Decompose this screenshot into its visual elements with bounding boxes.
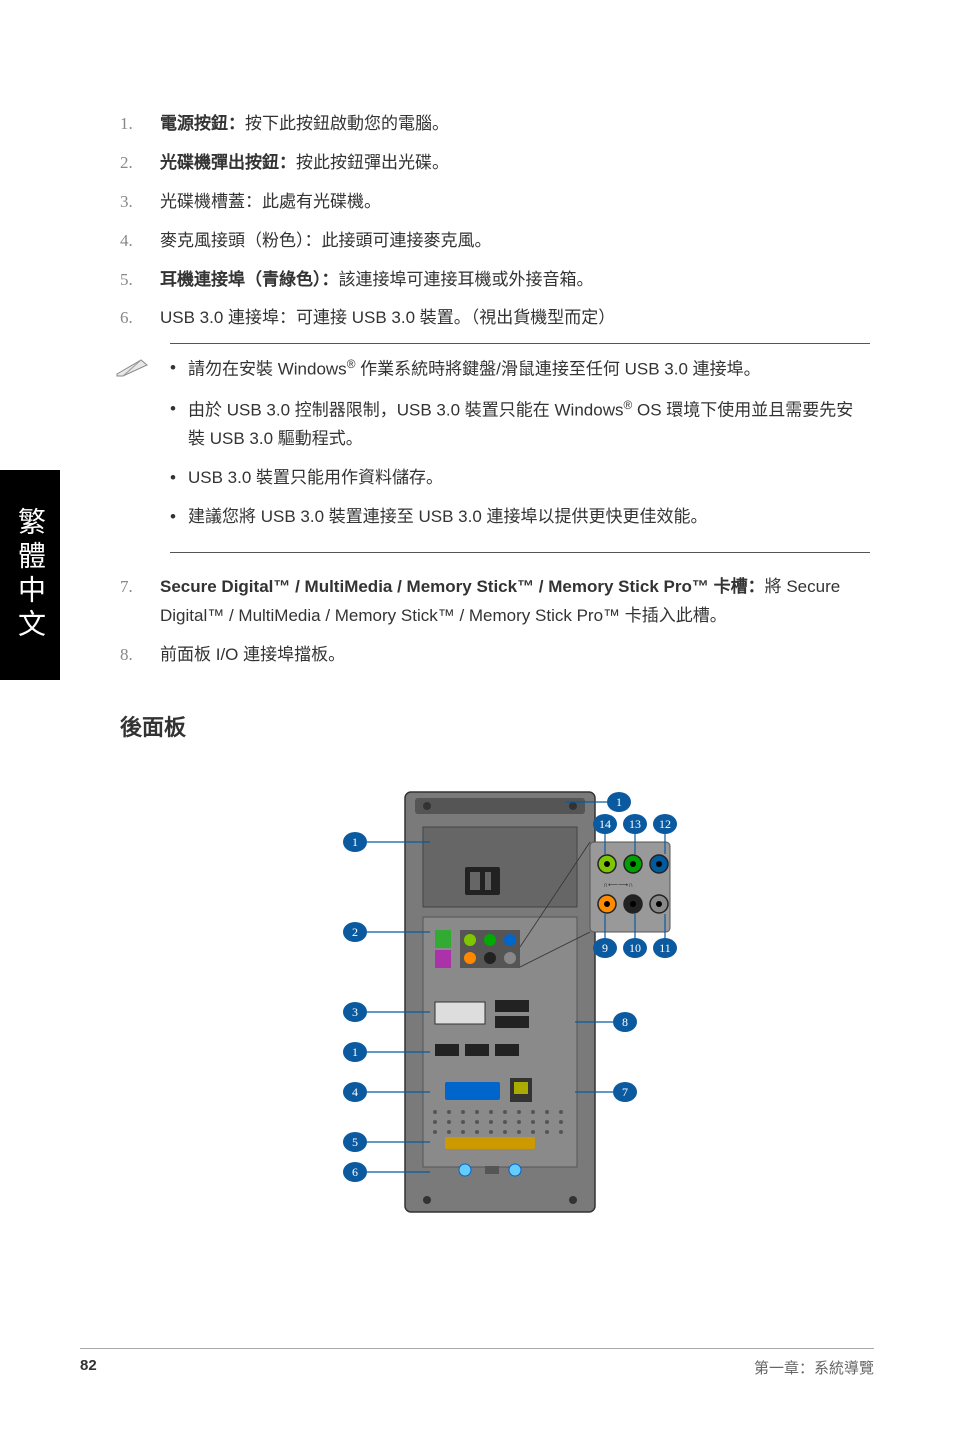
page-footer: 82 第一章：系統導覽 [80,1348,874,1378]
language-tab: 繁體中文 [0,470,60,680]
list-item: 1.電源按鈕：按下此按鈕啟動您的電腦。 [120,110,870,139]
list-item: 6.USB 3.0 連接埠：可連接 USB 3.0 裝置。（視出貨機型而定） [120,304,870,333]
registered-mark: ® [623,398,632,412]
svg-text:12: 12 [659,817,671,831]
svg-text:∩⟵⟶∩: ∩⟵⟶∩ [603,882,633,889]
numbered-list-1: 1.電源按鈕：按下此按鈕啟動您的電腦。2.光碟機彈出按鈕：按此按鈕彈出光碟。3.… [120,110,870,333]
list-number: 4. [120,227,160,256]
note-list: 請勿在安裝 Windows® 作業系統時將鍵盤/滑鼠連接至任何 USB 3.0 … [170,354,870,532]
rear-panel-svg: ∩⟵⟶∩123145687141312910111 [295,772,695,1232]
list-item: 4.麥克風接頭（粉色）：此接頭可連接麥克風。 [120,227,870,256]
note-item: 請勿在安裝 Windows® 作業系統時將鍵盤/滑鼠連接至任何 USB 3.0 … [170,354,870,385]
svg-text:7: 7 [622,1085,628,1099]
list-item: 8.前面板 I/O 連接埠擋板。 [120,641,870,670]
svg-text:8: 8 [622,1015,628,1029]
svg-text:1: 1 [352,1045,358,1059]
registered-mark: ® [347,357,356,371]
svg-text:6: 6 [352,1165,358,1179]
svg-text:5: 5 [352,1135,358,1149]
list-number: 7. [120,573,160,631]
svg-text:13: 13 [629,817,641,831]
list-text: 前面板 I/O 連接埠擋板。 [160,641,870,670]
list-text: 電源按鈕：按下此按鈕啟動您的電腦。 [160,110,870,139]
list-item: 7.Secure Digital™ / MultiMedia / Memory … [120,573,870,631]
list-text: 光碟機彈出按鈕：按此按鈕彈出光碟。 [160,149,870,178]
section-title-rear-panel: 後面板 [120,710,870,742]
label-bold: Secure Digital™ / MultiMedia / Memory St… [160,577,765,596]
numbered-list-2: 7.Secure Digital™ / MultiMedia / Memory … [120,573,870,670]
note-item: USB 3.0 裝置只能用作資料儲存。 [170,464,870,493]
list-number: 6. [120,304,160,333]
list-item: 5.耳機連接埠（青綠色）：該連接埠可連接耳機或外接音箱。 [120,266,870,295]
list-text: 光碟機槽蓋：此處有光碟機。 [160,188,870,217]
page-content: 1.電源按鈕：按下此按鈕啟動您的電腦。2.光碟機彈出按鈕：按此按鈕彈出光碟。3.… [120,110,870,1232]
svg-text:2: 2 [352,925,358,939]
pencil-icon [115,358,151,378]
svg-text:11: 11 [659,941,671,955]
svg-text:1: 1 [352,835,358,849]
label-bold: 電源按鈕： [160,114,245,133]
list-text: 麥克風接頭（粉色）：此接頭可連接麥克風。 [160,227,870,256]
rear-panel-diagram: ∩⟵⟶∩123145687141312910111 [120,772,870,1232]
list-item: 3.光碟機槽蓋：此處有光碟機。 [120,188,870,217]
note-item: 建議您將 USB 3.0 裝置連接至 USB 3.0 連接埠以提供更快更佳效能。 [170,503,870,532]
svg-text:4: 4 [352,1085,358,1099]
page-number: 82 [80,1357,97,1378]
label-bold: 光碟機彈出按鈕： [160,153,296,172]
list-number: 2. [120,149,160,178]
chapter-label: 第一章：系統導覽 [754,1357,874,1378]
list-number: 3. [120,188,160,217]
note-item: 由於 USB 3.0 控制器限制，USB 3.0 裝置只能在 Windows® … [170,395,870,454]
list-number: 1. [120,110,160,139]
list-number: 5. [120,266,160,295]
note-box: 請勿在安裝 Windows® 作業系統時將鍵盤/滑鼠連接至任何 USB 3.0 … [170,343,870,553]
svg-text:10: 10 [629,941,641,955]
list-text: USB 3.0 連接埠：可連接 USB 3.0 裝置。（視出貨機型而定） [160,304,870,333]
svg-text:14: 14 [599,817,611,831]
label-bold: 耳機連接埠（青綠色）： [160,270,339,289]
list-number: 8. [120,641,160,670]
list-item: 2.光碟機彈出按鈕：按此按鈕彈出光碟。 [120,149,870,178]
list-text: Secure Digital™ / MultiMedia / Memory St… [160,573,870,631]
list-text: 耳機連接埠（青綠色）：該連接埠可連接耳機或外接音箱。 [160,266,870,295]
svg-text:1: 1 [616,795,622,809]
svg-text:3: 3 [352,1005,358,1019]
svg-text:9: 9 [602,941,608,955]
